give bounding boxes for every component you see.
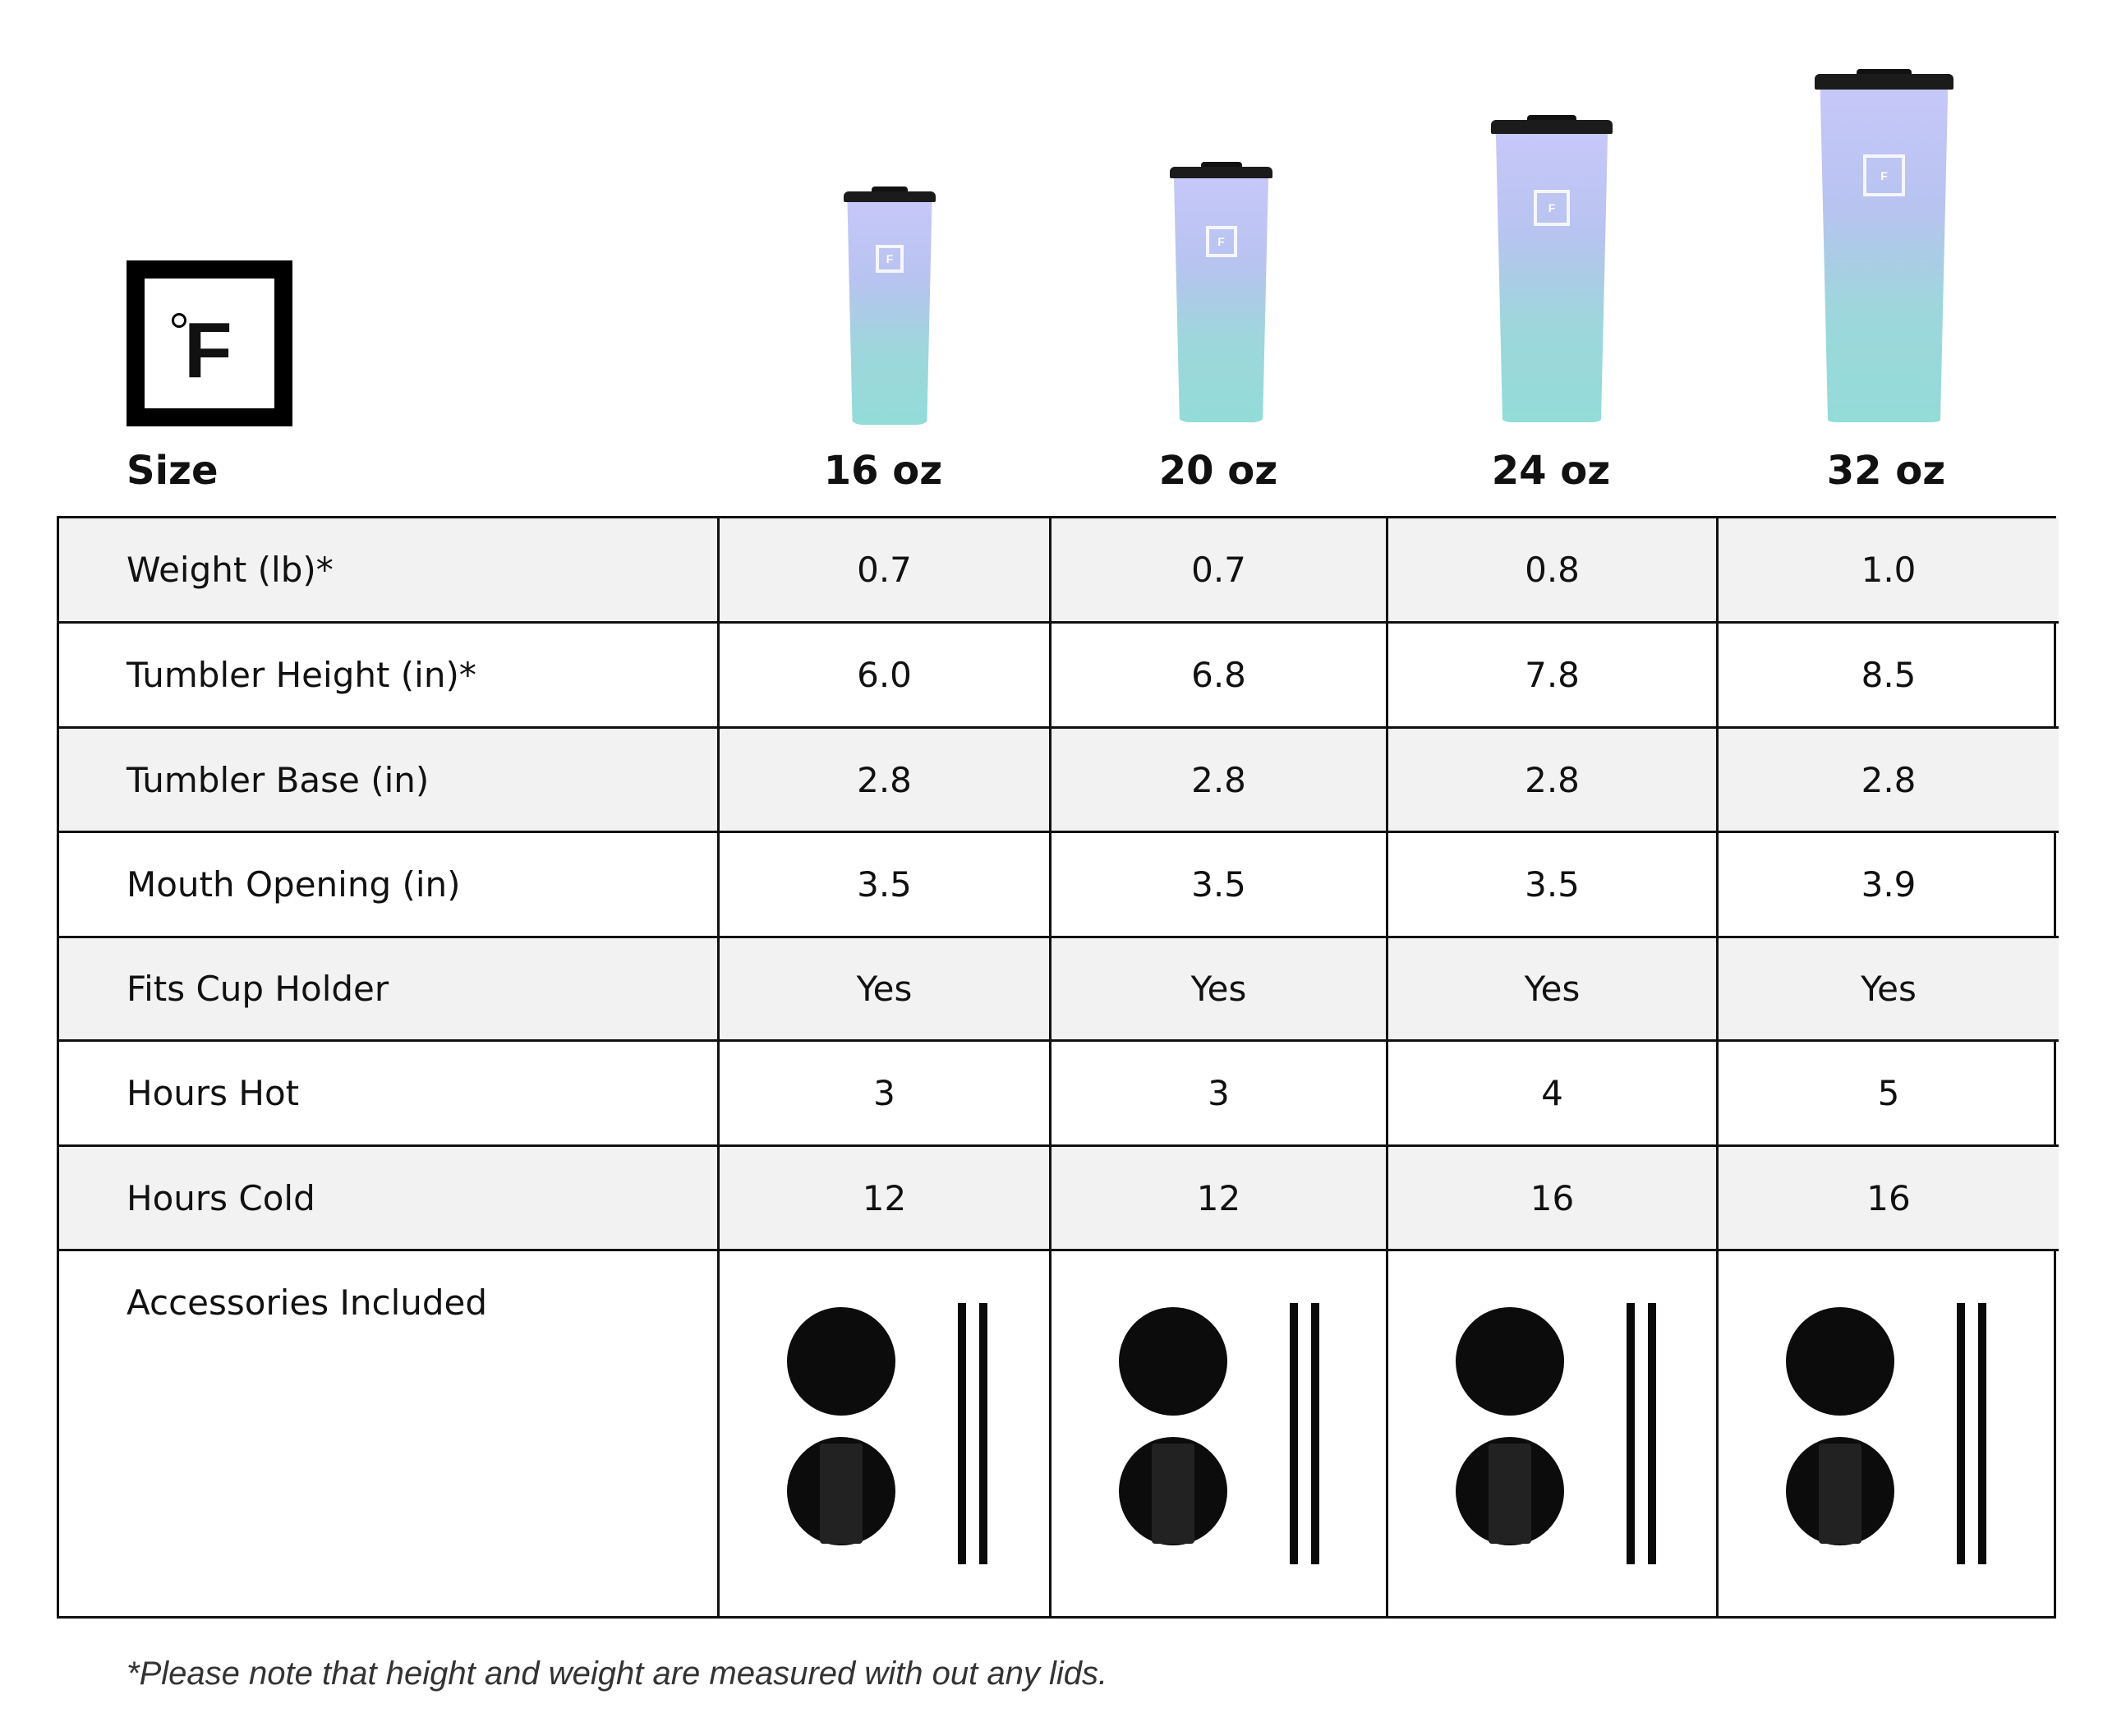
table-cell: 7.8 [1388,624,1719,729]
row-label: Mouth Opening (in) [59,833,720,938]
table-cell: 3.5 [1052,833,1388,938]
degree-icon [172,313,186,328]
accessories-cell [1388,1251,1719,1616]
straw-icon [958,1303,966,1564]
table-cell: 2.8 [1719,729,2059,833]
table-cell: 2.8 [1052,729,1388,833]
row-label: Accessories Included [59,1251,720,1616]
size-header: 24 oz [1491,448,1611,494]
table-cell: 12 [720,1147,1052,1251]
table-cell: 2.8 [1388,729,1719,833]
straw-icon [1648,1303,1656,1564]
table-cell: 5 [1719,1042,2059,1147]
straw-icon [1957,1303,1965,1564]
straw-icon [979,1303,987,1564]
brand-mark-icon: F [1205,226,1237,257]
table-cell: 0.7 [1052,518,1388,624]
tumbler-image: F [1170,162,1272,422]
flip-lid-icon [1786,1437,1894,1545]
table-cell: 2.8 [720,729,1052,833]
brand-mark-icon: F [876,245,904,273]
row-label: Weight (lb)* [59,518,720,624]
brand-mark-icon: F [1863,154,1905,196]
brand-mark-icon: F [1534,190,1570,226]
size-header: 32 oz [1826,448,1946,494]
table-cell: Yes [1388,938,1719,1042]
row-label: Fits Cup Holder [59,938,720,1042]
accessories-cell [720,1251,1052,1616]
accessories-cell [1052,1251,1388,1616]
straw-icon [1290,1303,1298,1564]
flip-lid-icon [787,1437,895,1545]
row-label: Hours Cold [59,1147,720,1251]
slide-lid-icon [1786,1307,1894,1416]
row-label: Tumbler Height (in)* [59,624,720,729]
logo-letter: F [184,306,232,394]
brand-logo: F [127,260,292,426]
straw-icon [1627,1303,1635,1564]
table-cell: 16 [1719,1147,2059,1251]
tumbler-image: F [1491,115,1613,422]
table-cell: 3 [720,1042,1052,1147]
tumbler-image: F [844,186,936,425]
table-cell: 8.5 [1719,624,2059,729]
table-cell: 4 [1388,1042,1719,1147]
table-cell: 0.8 [1388,518,1719,624]
size-header: 20 oz [1158,448,1278,494]
table-cell: 3.9 [1719,833,2059,938]
slide-lid-icon [1456,1307,1564,1416]
table-cell: 6.0 [720,624,1052,729]
table-cell: Yes [1052,938,1388,1042]
size-label: Size [127,448,219,494]
table-cell: 3.5 [1388,833,1719,938]
tumbler-image: F [1815,69,1953,422]
table-cell: 6.8 [1052,624,1388,729]
table-cell: 3 [1052,1042,1388,1147]
table-cell: 1.0 [1719,518,2059,624]
table-cell: 16 [1388,1147,1719,1251]
table-cell: 0.7 [720,518,1052,624]
table-cell: 3.5 [720,833,1052,938]
straw-icon [1311,1303,1319,1564]
straw-icon [1978,1303,1986,1564]
row-label: Hours Hot [59,1042,720,1147]
size-header: 16 oz [823,448,943,494]
slide-lid-icon [787,1307,895,1416]
slide-lid-icon [1119,1307,1227,1416]
footnote: *Please note that height and weight are … [127,1655,1108,1692]
row-label: Tumbler Base (in) [59,729,720,833]
accessories-cell [1719,1251,2059,1616]
flip-lid-icon [1456,1437,1564,1545]
flip-lid-icon [1119,1437,1227,1545]
table-cell: 12 [1052,1147,1388,1251]
comparison-table: Weight (lb)* 0.7 0.7 0.8 1.0 Tumbler Height (… [57,516,2059,1619]
table-cell: Yes [1719,938,2059,1042]
table-cell: Yes [720,938,1052,1042]
